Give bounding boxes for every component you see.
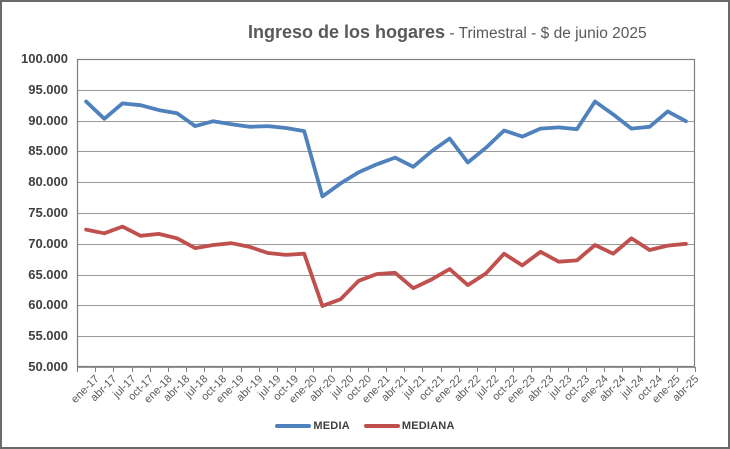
y-axis-tick-label: 65.000 <box>28 266 68 282</box>
legend-label-media: MEDIA <box>313 420 350 432</box>
legend-label-mediana: MEDIANA <box>401 420 455 432</box>
chart-title-main: Ingreso de los hogares <box>248 22 446 42</box>
y-axis-tick-label: 100.000 <box>21 51 68 66</box>
y-axis-tick-label: 90.000 <box>28 112 68 128</box>
mediana-line <box>84 224 688 308</box>
y-axis-tick-label: 50.000 <box>28 359 68 374</box>
plot-area <box>76 58 696 372</box>
legend-swatch-media <box>275 423 312 429</box>
y-axis-tick-label: 75.000 <box>28 205 68 220</box>
plot-border <box>76 58 696 368</box>
y-axis-tick-label: 60.000 <box>28 297 68 313</box>
y-axis-tick-label: 85.000 <box>28 143 68 159</box>
y-axis-tick-label: 55.000 <box>28 328 68 344</box>
y-axis-tick-label: 80.000 <box>28 174 68 190</box>
legend-swatch-mediana <box>363 423 400 429</box>
legend: MEDIA MEDIANA <box>2 420 728 432</box>
legend-item-mediana: MEDIANA <box>363 420 455 432</box>
y-axis-tick-label: 95.000 <box>28 81 68 97</box>
y-axis-tick-label: 70.000 <box>28 235 68 251</box>
chart-title: Ingreso de los hogares - Trimestral - $ … <box>248 22 647 43</box>
chart-title-suffix: - Trimestral - $ de junio 2025 <box>445 25 647 42</box>
media-line <box>84 99 688 199</box>
legend-item-media: MEDIA <box>275 420 350 432</box>
